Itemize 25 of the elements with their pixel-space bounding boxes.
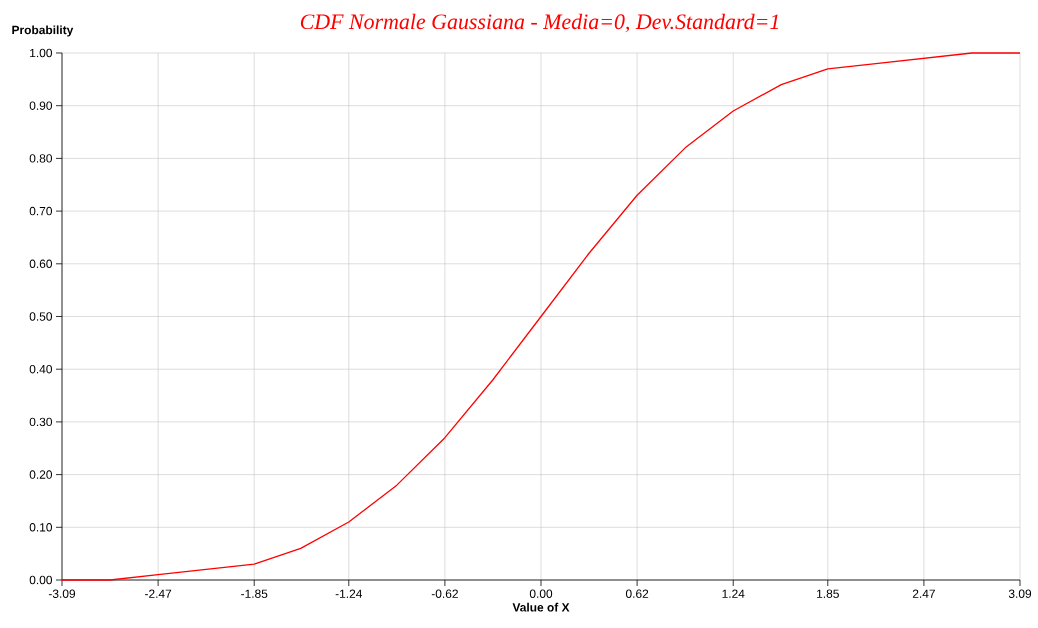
- y-tick-label: 0.70: [29, 206, 53, 216]
- x-tick-label: -3.09: [48, 589, 76, 598]
- x-tick-label: -1.24: [335, 589, 363, 598]
- x-tick-label: -0.62: [431, 589, 458, 598]
- y-tick-label: 0.40: [29, 364, 53, 374]
- y-tick-label: 0.60: [29, 259, 53, 269]
- y-tick-label: 0.00: [29, 575, 53, 585]
- x-tick-label: 3.09: [1008, 589, 1032, 598]
- x-tick-label: -1.85: [241, 589, 268, 598]
- x-tick-label: -2.47: [145, 589, 172, 598]
- y-tick-label: 0.30: [29, 417, 53, 427]
- y-tick-label: 0.20: [29, 470, 53, 479]
- x-tick-label: 2.47: [912, 589, 935, 598]
- x-tick-label: 0.00: [529, 589, 553, 598]
- x-tick-label: 1.85: [817, 589, 839, 598]
- y-tick-label: 0.80: [29, 154, 53, 163]
- y-tick-label: 1.00: [30, 48, 53, 58]
- x-tick-label: 0.62: [625, 589, 649, 598]
- x-tick-label: 1.24: [722, 589, 745, 598]
- y-axis-title: Probability: [12, 25, 74, 37]
- y-tick-label: 0.10: [29, 523, 53, 532]
- y-tick-label: 0.90: [29, 101, 53, 110]
- chart-title: CDF Normale Gaussiana - Media=0, Dev.Standard=1: [300, 13, 779, 33]
- y-tick-label: 0.50: [29, 312, 53, 321]
- x-axis-title: Value of X: [512, 602, 570, 612]
